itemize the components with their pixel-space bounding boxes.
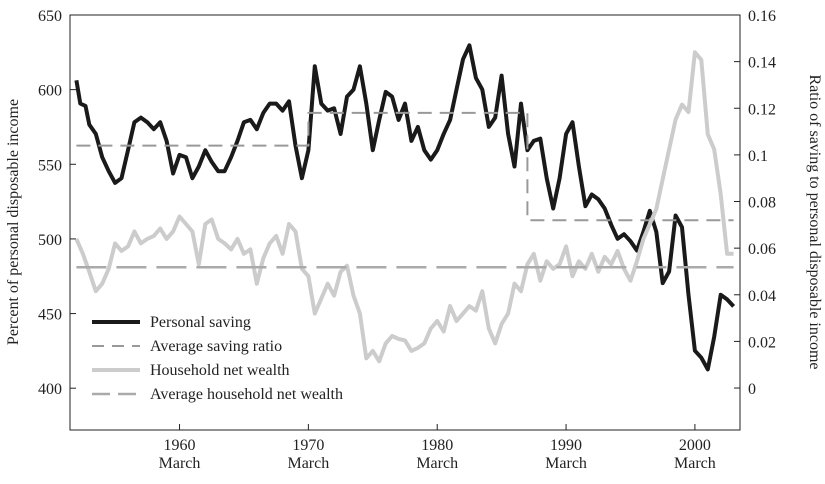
series-line (76, 111, 734, 222)
x-tick-label: 1960 March (159, 437, 201, 472)
y2-tick-label: 0.16 (748, 8, 776, 25)
x-tick-label: 2000 March (674, 437, 716, 472)
y-tick-label: 400 (38, 381, 62, 398)
y-tick-label: 500 (38, 232, 62, 249)
y-tick-label: 550 (38, 157, 62, 174)
y2-tick-label: 0 (748, 381, 756, 398)
y-tick-label: 650 (38, 8, 62, 25)
x-tick-label: 1980 March (416, 437, 458, 472)
y-tick-label: 450 (38, 307, 62, 324)
legend-label: Household net wealth (150, 362, 290, 379)
y2-tick-label: 0.1 (748, 148, 768, 165)
y2-tick-label: 0.06 (748, 241, 776, 258)
y2-tick-label: 0.12 (748, 101, 776, 118)
series-line (74, 43, 736, 372)
legend-label: Personal saving (150, 314, 251, 331)
y-tick-label: 600 (38, 83, 62, 100)
series-line (74, 50, 734, 364)
y2-tick-label: 0.04 (748, 288, 776, 305)
y-axis-label: Percent of personal disposable income (5, 99, 22, 345)
plot-frame (69, 14, 741, 431)
y2-tick-label: 0.08 (748, 195, 776, 212)
legend-label: Average saving ratio (150, 338, 282, 355)
y2-axis-label: Ratio of saving to personal disposable i… (806, 74, 823, 369)
legend-label: Average household net wealth (150, 386, 343, 403)
x-tick-label: 1970 March (287, 437, 329, 472)
y2-tick-label: 0.02 (748, 334, 776, 351)
x-tick-label: 1990 March (545, 437, 587, 472)
y2-tick-label: 0.14 (748, 55, 776, 72)
